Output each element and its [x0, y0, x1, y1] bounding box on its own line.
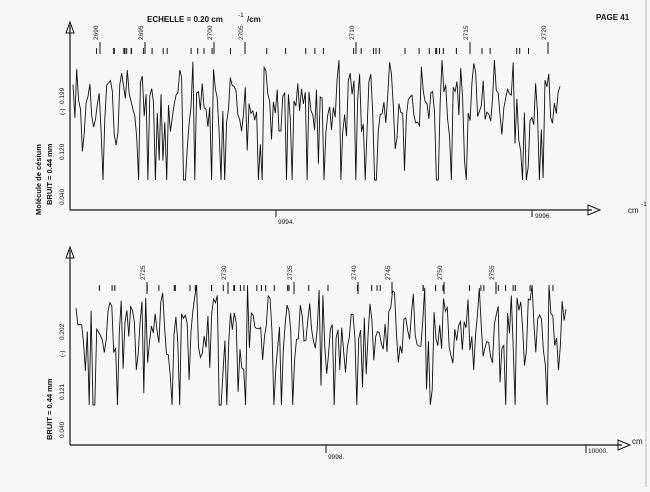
y-tick-label-2b: 0.121: [59, 383, 66, 400]
noise-label-1: BRUIT = 0.44 mm: [45, 143, 54, 205]
line-number-label: 2705: [238, 25, 245, 40]
y-axis-arrow-2: [65, 245, 75, 259]
line-number-label: 2750: [437, 265, 444, 280]
line-number-label: 2695: [138, 25, 145, 40]
line-number-label: 2730: [221, 265, 228, 280]
spectrum-panel-1: 9994. 9996. cm -1 Molécule de césium BRU…: [34, 20, 647, 226]
spectrum-trace-1: [72, 59, 561, 181]
intensity-unit-2: (-): [59, 351, 66, 358]
line-numbers-1: 2690 2695 2700 2705 2710 2715 2720: [93, 25, 549, 54]
y-axis-arrow-1: [65, 20, 75, 34]
line-number-label: 2725: [140, 265, 147, 280]
scale-unit: /cm: [247, 15, 261, 24]
spectrum-panel-2: 9998. 10000. cm -1 BRUIT = 0.44 mm 0.040…: [45, 245, 643, 461]
line-number-label: 2715: [463, 25, 470, 40]
y-tick-label-1c: 0.199: [59, 87, 66, 104]
y-tick-label-1b: 0.120: [59, 143, 66, 160]
x-unit-exp-1: -1: [641, 201, 647, 208]
x-unit-2: cm: [632, 437, 643, 446]
x-unit-1: cm: [628, 206, 639, 215]
line-number-label: 2740: [351, 265, 358, 280]
line-number-label: 2710: [349, 25, 356, 40]
line-number-label: 2690: [93, 25, 100, 40]
molecule-label: Molécule de césium: [34, 144, 43, 215]
x-tick-label-1b: 9996.: [535, 213, 551, 220]
scale-label: ECHELLE = 0.20 cm: [147, 15, 223, 24]
y-tick-label-2a: 0.040: [59, 421, 66, 438]
x-axis-arrow-2: [617, 439, 632, 451]
line-number-label: 2745: [385, 265, 392, 280]
x-tick-label-1a: 9994.: [278, 219, 294, 226]
line-number-label: 2755: [489, 265, 496, 280]
line-marks-2: [98, 285, 554, 291]
x-axis-arrow-1: [587, 204, 602, 216]
line-number-label: 2700: [207, 25, 214, 40]
noise-label-2: BRUIT = 0.44 mm: [45, 378, 54, 440]
y-tick-label-1a: 0.040: [59, 188, 66, 205]
x-tick-label-2a: 9998.: [328, 454, 344, 461]
page-label: PAGE 41: [596, 13, 630, 22]
scale-exponent: -1: [238, 12, 244, 19]
line-number-label: 2720: [541, 25, 548, 40]
intensity-unit-1: (-): [59, 109, 66, 116]
y-tick-label-2c: 0.202: [59, 323, 66, 340]
line-marks-1: [96, 48, 529, 54]
x-tick-label-2b: 10000.: [588, 448, 608, 455]
line-numbers-2: 2725 2730 2735 2740 2745 2750 2755: [140, 265, 497, 294]
line-number-label: 2735: [287, 265, 294, 280]
spectrum-trace-2: [75, 284, 567, 406]
